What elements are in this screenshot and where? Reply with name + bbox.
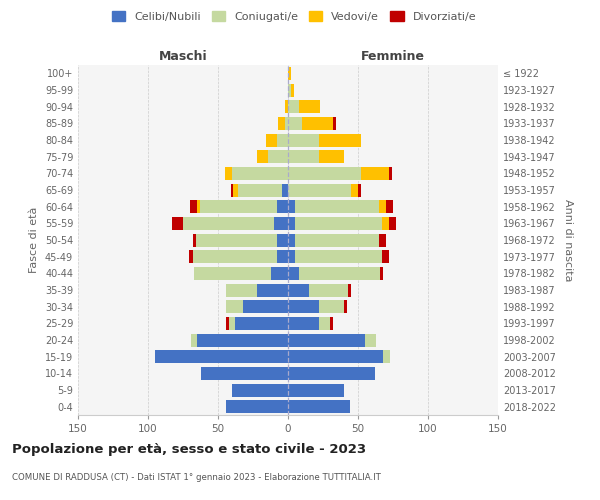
- Bar: [309, 284, 348, 296]
- Bar: [288, 134, 319, 146]
- Bar: [200, 200, 277, 213]
- Bar: [197, 334, 288, 346]
- Bar: [243, 300, 288, 313]
- Bar: [288, 400, 350, 413]
- Bar: [319, 134, 361, 146]
- Bar: [196, 234, 277, 246]
- Bar: [278, 117, 285, 130]
- Bar: [361, 167, 389, 180]
- Bar: [201, 367, 288, 380]
- Bar: [344, 300, 347, 313]
- Bar: [226, 300, 243, 313]
- Bar: [295, 200, 379, 213]
- Bar: [155, 350, 288, 363]
- Bar: [191, 334, 197, 346]
- Bar: [230, 184, 233, 196]
- Bar: [288, 150, 319, 163]
- Bar: [382, 250, 389, 263]
- Legend: Celibi/Nubili, Coniugati/e, Vedovi/e, Divorziati/e: Celibi/Nubili, Coniugati/e, Vedovi/e, Di…: [109, 8, 479, 25]
- Bar: [288, 100, 299, 113]
- Bar: [380, 267, 383, 280]
- Bar: [193, 250, 277, 263]
- Bar: [285, 100, 288, 113]
- Bar: [277, 200, 288, 213]
- Bar: [288, 384, 344, 396]
- Bar: [319, 317, 330, 330]
- Bar: [379, 234, 386, 246]
- Bar: [389, 167, 392, 180]
- Bar: [288, 284, 309, 296]
- Text: COMUNE DI RADDUSA (CT) - Dati ISTAT 1° gennaio 2023 - Elaborazione TUTTITALIA.IT: COMUNE DI RADDUSA (CT) - Dati ISTAT 1° g…: [12, 472, 381, 482]
- Bar: [319, 300, 344, 313]
- Bar: [295, 250, 382, 263]
- Bar: [302, 117, 333, 130]
- Bar: [288, 267, 299, 280]
- Bar: [288, 350, 383, 363]
- Bar: [285, 117, 288, 130]
- Bar: [257, 284, 288, 296]
- Bar: [232, 167, 288, 180]
- Bar: [382, 217, 389, 230]
- Bar: [319, 150, 344, 163]
- Bar: [277, 134, 288, 146]
- Bar: [299, 100, 320, 113]
- Bar: [291, 84, 293, 96]
- Bar: [266, 134, 277, 146]
- Bar: [358, 184, 361, 196]
- Bar: [229, 317, 235, 330]
- Bar: [277, 250, 288, 263]
- Bar: [188, 250, 193, 263]
- Bar: [226, 400, 288, 413]
- Bar: [295, 234, 379, 246]
- Bar: [225, 167, 232, 180]
- Bar: [288, 300, 319, 313]
- Y-axis label: Anni di nascita: Anni di nascita: [563, 198, 572, 281]
- Bar: [288, 317, 319, 330]
- Text: Femmine: Femmine: [361, 50, 425, 64]
- Bar: [288, 367, 375, 380]
- Bar: [172, 217, 183, 230]
- Bar: [365, 334, 376, 346]
- Bar: [288, 167, 361, 180]
- Bar: [274, 217, 288, 230]
- Bar: [257, 150, 268, 163]
- Bar: [226, 317, 229, 330]
- Bar: [271, 267, 288, 280]
- Bar: [277, 234, 288, 246]
- Bar: [383, 350, 390, 363]
- Bar: [348, 284, 351, 296]
- Bar: [351, 184, 358, 196]
- Bar: [197, 200, 200, 213]
- Bar: [288, 334, 365, 346]
- Text: Maschi: Maschi: [158, 50, 208, 64]
- Bar: [288, 200, 295, 213]
- Bar: [268, 150, 288, 163]
- Bar: [194, 267, 271, 280]
- Bar: [226, 284, 257, 296]
- Bar: [389, 217, 396, 230]
- Bar: [330, 317, 333, 330]
- Bar: [288, 117, 302, 130]
- Y-axis label: Fasce di età: Fasce di età: [29, 207, 39, 273]
- Bar: [232, 384, 288, 396]
- Bar: [288, 234, 295, 246]
- Bar: [333, 117, 335, 130]
- Bar: [288, 250, 295, 263]
- Bar: [295, 217, 382, 230]
- Bar: [299, 267, 380, 280]
- Bar: [288, 84, 291, 96]
- Bar: [233, 184, 238, 196]
- Bar: [379, 200, 386, 213]
- Bar: [190, 200, 197, 213]
- Bar: [183, 217, 274, 230]
- Bar: [288, 217, 295, 230]
- Bar: [288, 184, 351, 196]
- Bar: [288, 67, 291, 80]
- Text: Popolazione per età, sesso e stato civile - 2023: Popolazione per età, sesso e stato civil…: [12, 442, 366, 456]
- Bar: [193, 234, 196, 246]
- Bar: [386, 200, 393, 213]
- Bar: [235, 317, 288, 330]
- Bar: [238, 184, 283, 196]
- Bar: [283, 184, 288, 196]
